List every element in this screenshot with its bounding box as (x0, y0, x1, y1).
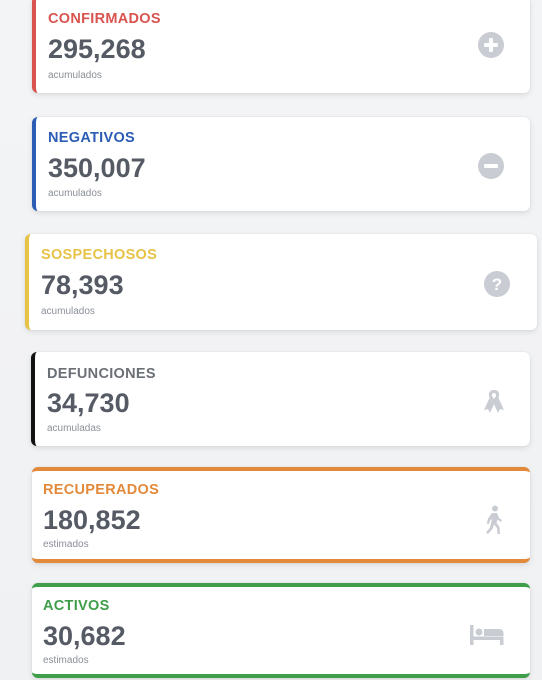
card-subtitle: acumuladas (47, 423, 101, 434)
card-subtitle: acumulados (48, 70, 102, 81)
question-circle-icon: ? (483, 270, 511, 298)
card-activos: ACTIVOS 30,682 estimados (32, 583, 530, 678)
card-value: 78,393 (41, 270, 124, 300)
card-subtitle: estimados (43, 655, 89, 666)
card-title: DEFUNCIONES (47, 366, 156, 382)
bed-icon (469, 623, 505, 647)
walking-person-icon (483, 505, 505, 535)
card-sospechosos: SOSPECHOSOS 78,393 acumulados ? (25, 234, 537, 330)
card-title: RECUPERADOS (43, 482, 160, 498)
card-title: ACTIVOS (43, 598, 110, 614)
card-confirmados: CONFIRMADOS 295,268 acumulados (32, 0, 530, 93)
card-title: CONFIRMADOS (48, 11, 161, 27)
card-negativos: NEGATIVOS 350,007 acumulados (32, 117, 530, 211)
plus-circle-icon (477, 31, 505, 59)
svg-text:?: ? (492, 275, 502, 294)
card-defunciones: DEFUNCIONES 34,730 acumuladas (31, 352, 530, 446)
card-value: 30,682 (43, 621, 126, 651)
card-title: NEGATIVOS (48, 130, 136, 146)
minus-circle-icon (477, 152, 505, 180)
card-value: 180,852 (43, 505, 141, 535)
card-value: 34,730 (47, 388, 130, 418)
ribbon-icon (481, 388, 507, 416)
card-value: 295,268 (48, 34, 146, 64)
card-subtitle: estimados (43, 539, 89, 550)
card-recuperados: RECUPERADOS 180,852 estimados (32, 467, 530, 563)
card-subtitle: acumulados (41, 306, 95, 317)
card-subtitle: acumulados (48, 188, 102, 199)
card-value: 350,007 (48, 153, 146, 183)
card-title: SOSPECHOSOS (41, 247, 158, 263)
